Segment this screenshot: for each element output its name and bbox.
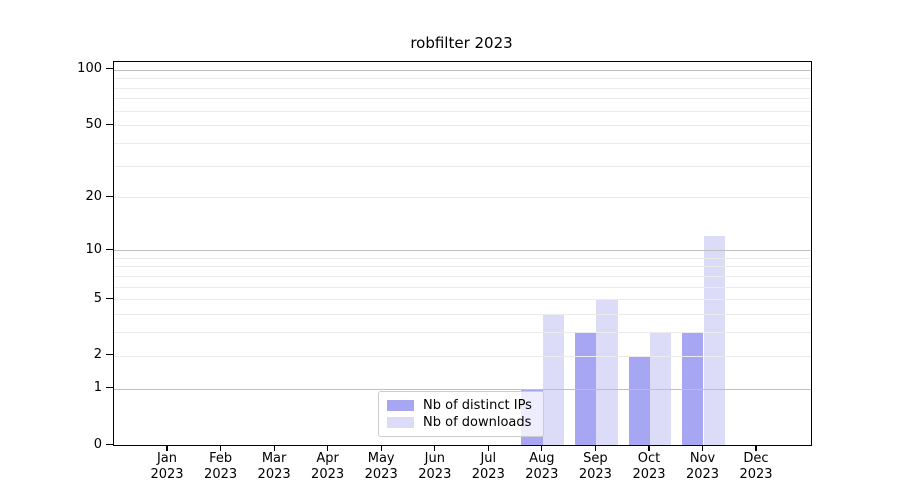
gridline-minor bbox=[114, 98, 811, 100]
x-tick-mark bbox=[434, 445, 436, 451]
y-tick-label: 10 bbox=[85, 241, 102, 257]
y-tick-label: 2 bbox=[93, 347, 102, 363]
x-tick-label: May 2023 bbox=[364, 451, 398, 482]
y-tick-mark bbox=[106, 297, 113, 299]
gridline-minor bbox=[114, 299, 811, 301]
x-tick-mark bbox=[701, 445, 704, 451]
grid-layer bbox=[114, 62, 811, 445]
x-tick-label: Feb 2023 bbox=[204, 451, 238, 482]
gridline-minor bbox=[114, 197, 811, 199]
y-tick-mark bbox=[106, 387, 113, 389]
x-tick-mark bbox=[487, 445, 489, 451]
gridline-minor bbox=[114, 355, 811, 357]
gridline-minor bbox=[114, 165, 811, 167]
gridline-minor bbox=[114, 143, 811, 144]
y-tick-label: 5 bbox=[93, 290, 102, 306]
gridline-major bbox=[114, 69, 811, 71]
y-tick-label: 20 bbox=[85, 188, 102, 204]
x-tick-mark bbox=[380, 445, 382, 451]
x-tick-label: Nov 2023 bbox=[685, 451, 720, 482]
x-tick-label: Jan 2023 bbox=[150, 451, 184, 482]
gridline-minor bbox=[114, 275, 811, 277]
legend-swatch-downloads-icon bbox=[387, 417, 414, 428]
gridline-major bbox=[114, 250, 811, 251]
gridline-minor bbox=[114, 314, 811, 316]
x-tick-label: Dec 2023 bbox=[739, 451, 773, 482]
x-tick-label: Sep 2023 bbox=[578, 451, 612, 482]
gridline-minor bbox=[114, 257, 811, 259]
x-tick-mark bbox=[327, 445, 329, 451]
x-tick-mark bbox=[755, 445, 757, 451]
gridline-minor bbox=[114, 266, 811, 268]
x-tick-label: Mar 2023 bbox=[257, 451, 291, 482]
gridline-minor bbox=[114, 87, 811, 89]
legend-swatch-distinct-ips-icon bbox=[387, 400, 414, 411]
x-tick-mark bbox=[594, 445, 596, 451]
gridline-minor bbox=[114, 110, 811, 112]
x-tick-mark bbox=[273, 445, 275, 451]
gridline-major bbox=[114, 388, 811, 390]
y-tick-mark bbox=[106, 248, 113, 250]
chart-title: robfilter 2023 bbox=[410, 34, 513, 52]
y-tick-label: 1 bbox=[93, 380, 102, 396]
x-tick-mark bbox=[166, 445, 168, 451]
x-tick-label: Apr 2023 bbox=[311, 451, 345, 482]
x-tick-label: Oct 2023 bbox=[632, 451, 666, 482]
y-tick-label: 50 bbox=[85, 116, 102, 132]
bar-nb-of-downloads-sep-2023 bbox=[596, 299, 618, 445]
plot-area bbox=[113, 61, 812, 446]
legend: Nb of distinct IPs Nb of downloads bbox=[378, 391, 544, 437]
legend-label: Nb of downloads bbox=[423, 415, 532, 430]
y-tick-mark bbox=[106, 443, 113, 445]
gridline-minor bbox=[114, 286, 811, 288]
gridline-minor bbox=[114, 125, 811, 127]
x-tick-mark bbox=[220, 445, 222, 451]
y-tick-label: 100 bbox=[77, 61, 102, 77]
bar-nb-of-downloads-nov-2023 bbox=[703, 236, 725, 445]
y-tick-mark bbox=[106, 195, 113, 198]
x-tick-mark bbox=[648, 445, 650, 451]
y-tick-label: 0 bbox=[93, 436, 102, 452]
bar-nb-of-downloads-aug-2023 bbox=[542, 314, 565, 445]
x-tick-label: Jul 2023 bbox=[471, 451, 505, 482]
x-tick-label: Aug 2023 bbox=[525, 451, 559, 482]
gridline-minor bbox=[114, 78, 811, 80]
legend-label: Nb of distinct IPs bbox=[423, 398, 532, 413]
legend-item-downloads: Nb of downloads bbox=[387, 414, 534, 431]
x-tick-label: Jun 2023 bbox=[418, 451, 452, 482]
bar-nb-of-distinct-ips-oct-2023 bbox=[628, 355, 650, 445]
y-tick-mark bbox=[106, 354, 113, 356]
y-tick-mark bbox=[106, 123, 113, 125]
legend-item-distinct-ips: Nb of distinct IPs bbox=[387, 397, 534, 414]
gridline-minor bbox=[114, 332, 811, 334]
x-tick-mark bbox=[541, 445, 543, 451]
y-tick-mark bbox=[106, 68, 113, 70]
